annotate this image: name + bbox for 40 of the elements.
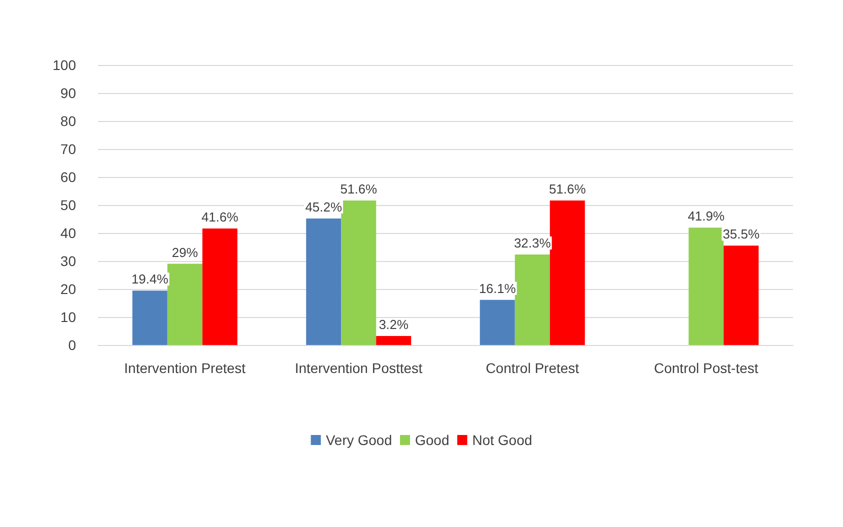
data-label: 19.4%	[131, 272, 169, 287]
y-tick-label: 80	[60, 113, 76, 129]
data-label: 41.6%	[201, 210, 239, 225]
bar	[202, 228, 238, 345]
x-tick-label: Intervention Pretest	[124, 360, 246, 376]
data-label: 16.1%	[478, 280, 516, 296]
data-label: 3.2%	[378, 317, 409, 332]
bar	[724, 246, 759, 345]
data-label: 51.6%	[340, 182, 378, 197]
y-tick-label: 60	[60, 169, 76, 185]
legend-label: Very Good	[326, 432, 392, 448]
y-tick-label: 70	[60, 141, 76, 157]
x-tick-label: Intervention Posttest	[294, 360, 423, 376]
legend-label: Not Good	[472, 432, 532, 448]
y-tick-label: 50	[60, 197, 76, 213]
y-tick-label: 30	[60, 253, 76, 269]
data-label: 41.9%	[688, 208, 725, 224]
bar	[480, 300, 515, 345]
data-label: 29%	[172, 244, 198, 260]
y-tick-label: 100	[52, 57, 76, 73]
bar	[167, 264, 202, 345]
y-tick-label: 40	[60, 225, 76, 241]
y-tick-label: 10	[60, 309, 76, 325]
bar	[514, 254, 550, 345]
data-label: 51.6%	[548, 182, 586, 197]
bar	[132, 290, 168, 345]
bar	[341, 200, 376, 345]
bar	[306, 218, 342, 345]
bar	[688, 228, 724, 345]
bar	[376, 336, 412, 345]
x-tick-label: Control Pretest	[486, 360, 580, 376]
data-label: 45.2%	[305, 199, 342, 214]
legend-label: Good	[414, 432, 450, 448]
y-tick-label: 90	[60, 85, 76, 101]
bar	[550, 200, 585, 345]
data-label: 35.5%	[722, 226, 760, 242]
y-tick-label: 0	[68, 337, 76, 353]
x-tick-label: Control Post-test	[654, 360, 758, 376]
data-label: 32.3%	[514, 236, 552, 251]
y-tick-label: 20	[60, 281, 76, 297]
